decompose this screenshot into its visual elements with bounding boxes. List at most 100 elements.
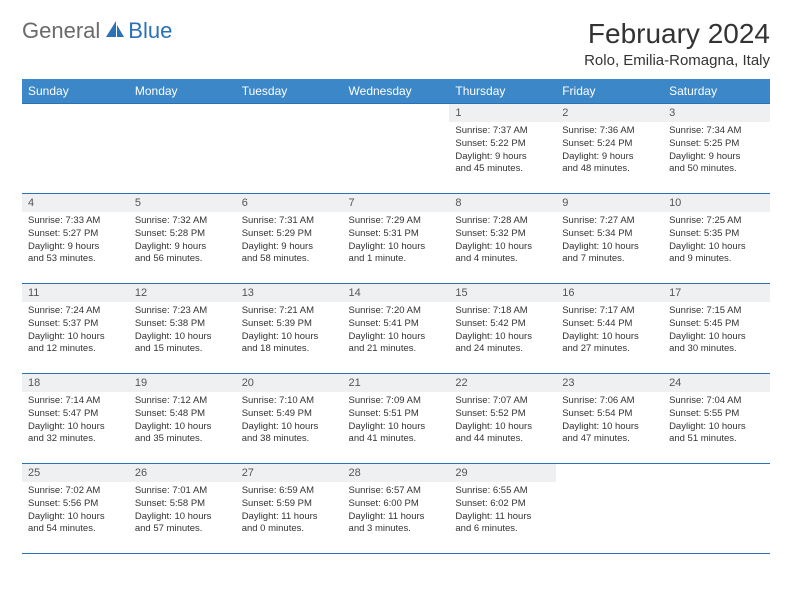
- calendar-day-cell: 13Sunrise: 7:21 AMSunset: 5:39 PMDayligh…: [236, 284, 343, 374]
- calendar-day-cell: 11Sunrise: 7:24 AMSunset: 5:37 PMDayligh…: [22, 284, 129, 374]
- calendar-day-cell: ..: [129, 104, 236, 194]
- calendar-table: SundayMondayTuesdayWednesdayThursdayFrid…: [22, 79, 770, 554]
- calendar-day-cell: 3Sunrise: 7:34 AMSunset: 5:25 PMDaylight…: [663, 104, 770, 194]
- header: General Blue February 2024 Rolo, Emilia-…: [22, 18, 770, 69]
- day-number: 10: [663, 194, 770, 212]
- day-number: 29: [449, 464, 556, 482]
- day-number: 17: [663, 284, 770, 302]
- day-details: Sunrise: 7:14 AMSunset: 5:47 PMDaylight:…: [22, 392, 129, 449]
- weekday-header: Friday: [556, 79, 663, 104]
- calendar-day-cell: 27Sunrise: 6:59 AMSunset: 5:59 PMDayligh…: [236, 464, 343, 554]
- day-details: Sunrise: 7:12 AMSunset: 5:48 PMDaylight:…: [129, 392, 236, 449]
- day-details: Sunrise: 7:06 AMSunset: 5:54 PMDaylight:…: [556, 392, 663, 449]
- day-number: 22: [449, 374, 556, 392]
- day-number: 11: [22, 284, 129, 302]
- weekday-header: Tuesday: [236, 79, 343, 104]
- calendar-day-cell: 14Sunrise: 7:20 AMSunset: 5:41 PMDayligh…: [343, 284, 450, 374]
- calendar-day-cell: 15Sunrise: 7:18 AMSunset: 5:42 PMDayligh…: [449, 284, 556, 374]
- day-number: 4: [22, 194, 129, 212]
- day-number: 9: [556, 194, 663, 212]
- day-number: 5: [129, 194, 236, 212]
- day-number: 7: [343, 194, 450, 212]
- day-number: 19: [129, 374, 236, 392]
- calendar-day-cell: ..: [22, 104, 129, 194]
- day-number: 18: [22, 374, 129, 392]
- day-details: Sunrise: 7:29 AMSunset: 5:31 PMDaylight:…: [343, 212, 450, 269]
- calendar-day-cell: 12Sunrise: 7:23 AMSunset: 5:38 PMDayligh…: [129, 284, 236, 374]
- day-details: Sunrise: 7:17 AMSunset: 5:44 PMDaylight:…: [556, 302, 663, 359]
- calendar-day-cell: 5Sunrise: 7:32 AMSunset: 5:28 PMDaylight…: [129, 194, 236, 284]
- calendar-week-row: 11Sunrise: 7:24 AMSunset: 5:37 PMDayligh…: [22, 284, 770, 374]
- day-details: Sunrise: 7:21 AMSunset: 5:39 PMDaylight:…: [236, 302, 343, 359]
- day-details: Sunrise: 7:01 AMSunset: 5:58 PMDaylight:…: [129, 482, 236, 539]
- day-details: Sunrise: 7:18 AMSunset: 5:42 PMDaylight:…: [449, 302, 556, 359]
- calendar-day-cell: 24Sunrise: 7:04 AMSunset: 5:55 PMDayligh…: [663, 374, 770, 464]
- day-details: Sunrise: 7:15 AMSunset: 5:45 PMDaylight:…: [663, 302, 770, 359]
- calendar-day-cell: 18Sunrise: 7:14 AMSunset: 5:47 PMDayligh…: [22, 374, 129, 464]
- location: Rolo, Emilia-Romagna, Italy: [584, 52, 770, 69]
- calendar-day-cell: 25Sunrise: 7:02 AMSunset: 5:56 PMDayligh…: [22, 464, 129, 554]
- calendar-day-cell: 7Sunrise: 7:29 AMSunset: 5:31 PMDaylight…: [343, 194, 450, 284]
- calendar-day-cell: 16Sunrise: 7:17 AMSunset: 5:44 PMDayligh…: [556, 284, 663, 374]
- day-number: 1: [449, 104, 556, 122]
- calendar-day-cell: 20Sunrise: 7:10 AMSunset: 5:49 PMDayligh…: [236, 374, 343, 464]
- calendar-day-cell: ..: [663, 464, 770, 554]
- calendar-day-cell: 22Sunrise: 7:07 AMSunset: 5:52 PMDayligh…: [449, 374, 556, 464]
- calendar-day-cell: ..: [343, 104, 450, 194]
- day-number: 3: [663, 104, 770, 122]
- calendar-day-cell: 21Sunrise: 7:09 AMSunset: 5:51 PMDayligh…: [343, 374, 450, 464]
- day-details: Sunrise: 7:34 AMSunset: 5:25 PMDaylight:…: [663, 122, 770, 179]
- day-number: 26: [129, 464, 236, 482]
- calendar-day-cell: 26Sunrise: 7:01 AMSunset: 5:58 PMDayligh…: [129, 464, 236, 554]
- day-number: 23: [556, 374, 663, 392]
- logo-sail-icon: [104, 19, 126, 44]
- day-details: Sunrise: 6:59 AMSunset: 5:59 PMDaylight:…: [236, 482, 343, 539]
- day-details: Sunrise: 7:37 AMSunset: 5:22 PMDaylight:…: [449, 122, 556, 179]
- day-details: Sunrise: 7:32 AMSunset: 5:28 PMDaylight:…: [129, 212, 236, 269]
- day-details: Sunrise: 7:36 AMSunset: 5:24 PMDaylight:…: [556, 122, 663, 179]
- day-details: Sunrise: 7:33 AMSunset: 5:27 PMDaylight:…: [22, 212, 129, 269]
- day-details: Sunrise: 7:24 AMSunset: 5:37 PMDaylight:…: [22, 302, 129, 359]
- day-number: 27: [236, 464, 343, 482]
- day-number: 14: [343, 284, 450, 302]
- logo: General Blue: [22, 18, 172, 44]
- weekday-header: Monday: [129, 79, 236, 104]
- calendar-day-cell: 8Sunrise: 7:28 AMSunset: 5:32 PMDaylight…: [449, 194, 556, 284]
- day-details: Sunrise: 7:02 AMSunset: 5:56 PMDaylight:…: [22, 482, 129, 539]
- day-details: Sunrise: 7:23 AMSunset: 5:38 PMDaylight:…: [129, 302, 236, 359]
- weekday-header-row: SundayMondayTuesdayWednesdayThursdayFrid…: [22, 79, 770, 104]
- calendar-day-cell: ..: [556, 464, 663, 554]
- logo-text-general: General: [22, 18, 100, 44]
- day-details: Sunrise: 7:28 AMSunset: 5:32 PMDaylight:…: [449, 212, 556, 269]
- calendar-day-cell: 9Sunrise: 7:27 AMSunset: 5:34 PMDaylight…: [556, 194, 663, 284]
- weekday-header: Saturday: [663, 79, 770, 104]
- day-details: Sunrise: 7:20 AMSunset: 5:41 PMDaylight:…: [343, 302, 450, 359]
- calendar-week-row: 18Sunrise: 7:14 AMSunset: 5:47 PMDayligh…: [22, 374, 770, 464]
- calendar-day-cell: 17Sunrise: 7:15 AMSunset: 5:45 PMDayligh…: [663, 284, 770, 374]
- day-details: Sunrise: 7:10 AMSunset: 5:49 PMDaylight:…: [236, 392, 343, 449]
- calendar-day-cell: 29Sunrise: 6:55 AMSunset: 6:02 PMDayligh…: [449, 464, 556, 554]
- weekday-header: Sunday: [22, 79, 129, 104]
- day-details: Sunrise: 6:55 AMSunset: 6:02 PMDaylight:…: [449, 482, 556, 539]
- day-details: Sunrise: 7:27 AMSunset: 5:34 PMDaylight:…: [556, 212, 663, 269]
- day-number: 28: [343, 464, 450, 482]
- day-number: 15: [449, 284, 556, 302]
- day-number: 8: [449, 194, 556, 212]
- day-number: 20: [236, 374, 343, 392]
- day-details: Sunrise: 7:07 AMSunset: 5:52 PMDaylight:…: [449, 392, 556, 449]
- calendar-day-cell: 10Sunrise: 7:25 AMSunset: 5:35 PMDayligh…: [663, 194, 770, 284]
- calendar-week-row: ........1Sunrise: 7:37 AMSunset: 5:22 PM…: [22, 104, 770, 194]
- page-title: February 2024: [584, 18, 770, 50]
- calendar-day-cell: ..: [236, 104, 343, 194]
- weekday-header: Wednesday: [343, 79, 450, 104]
- calendar-day-cell: 1Sunrise: 7:37 AMSunset: 5:22 PMDaylight…: [449, 104, 556, 194]
- day-number: 2: [556, 104, 663, 122]
- day-number: 21: [343, 374, 450, 392]
- day-number: 6: [236, 194, 343, 212]
- weekday-header: Thursday: [449, 79, 556, 104]
- day-number: 16: [556, 284, 663, 302]
- calendar-day-cell: 23Sunrise: 7:06 AMSunset: 5:54 PMDayligh…: [556, 374, 663, 464]
- day-details: Sunrise: 7:31 AMSunset: 5:29 PMDaylight:…: [236, 212, 343, 269]
- calendar-day-cell: 2Sunrise: 7:36 AMSunset: 5:24 PMDaylight…: [556, 104, 663, 194]
- calendar-week-row: 25Sunrise: 7:02 AMSunset: 5:56 PMDayligh…: [22, 464, 770, 554]
